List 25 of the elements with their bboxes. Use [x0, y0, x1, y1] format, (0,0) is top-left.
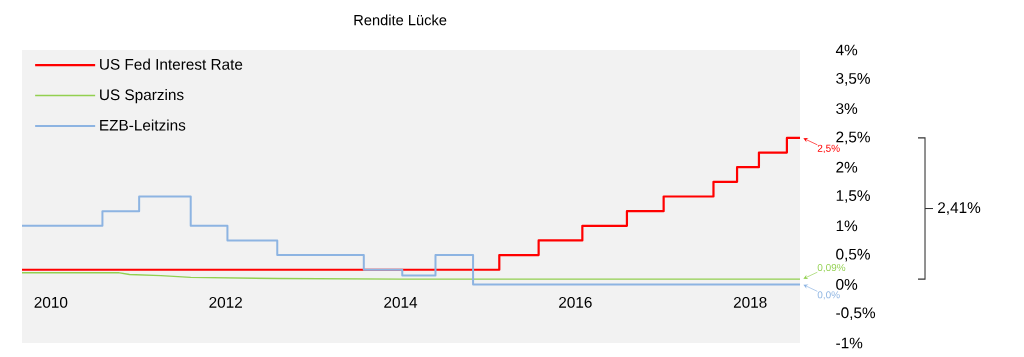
- text: 0,09%: [817, 263, 846, 273]
- y-tick-label: 3,5%: [836, 72, 870, 86]
- y-tick-label: -0,5%: [836, 307, 876, 321]
- y-tick-label: 2%: [836, 161, 858, 173]
- legend-label: US Sparzins: [100, 88, 184, 104]
- y-tick-label: 1,5%: [836, 190, 870, 203]
- y-tick-label: 1%: [836, 220, 858, 232]
- y-tick-label: -1%: [836, 337, 863, 349]
- y-tick-label: 0%: [836, 278, 858, 290]
- legend-label: US Fed Interest Rate: [100, 58, 243, 70]
- y-tick-label: 3%: [836, 103, 858, 115]
- y-tick-label: 2,5%: [836, 131, 870, 145]
- x-tick-label: 2018: [733, 296, 767, 308]
- text: 2,5%: [817, 144, 840, 154]
- line-series: [21, 271, 801, 280]
- text: 2,41%: [938, 202, 981, 215]
- y-tick-label: 0,5%: [836, 248, 870, 262]
- x-tick-label: 2010: [34, 296, 68, 308]
- text: 0,0%: [817, 291, 840, 300]
- legend-label: EZB-Leitzins: [100, 119, 186, 131]
- y-tick-label: 4%: [835, 44, 858, 56]
- x-tick-label: 2012: [209, 296, 242, 308]
- x-tick-label: 2014: [384, 296, 418, 308]
- x-tick-label: 2016: [559, 296, 592, 308]
- chart-title: Rendite Lücke: [354, 14, 447, 26]
